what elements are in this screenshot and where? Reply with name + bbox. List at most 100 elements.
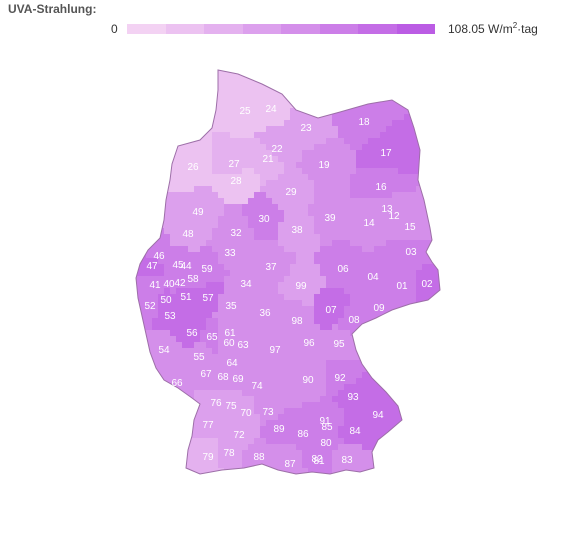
region-fill-02 [440,264,447,271]
region-label-18[interactable]: 18 [358,117,370,128]
region-label-56[interactable]: 56 [186,328,198,339]
region-label-02[interactable]: 02 [421,279,433,290]
region-fill-73 [278,396,285,403]
region-label-68[interactable]: 68 [217,372,229,383]
region-label-74[interactable]: 74 [251,381,263,392]
region-label-47[interactable]: 47 [146,261,158,272]
region-label-29[interactable]: 29 [285,187,297,198]
region-fill-18 [368,102,375,109]
region-fill-17 [428,150,435,157]
region-label-79[interactable]: 79 [202,452,214,463]
region-label-54[interactable]: 54 [158,345,170,356]
region-label-92[interactable]: 92 [334,373,346,384]
region-label-65[interactable]: 65 [206,332,218,343]
region-label-33[interactable]: 33 [224,248,236,259]
region-label-16[interactable]: 16 [375,182,387,193]
region-label-21[interactable]: 21 [262,154,274,165]
region-label-50[interactable]: 50 [160,295,172,306]
region-label-99[interactable]: 99 [295,281,307,292]
region-label-35[interactable]: 35 [225,301,237,312]
region-label-88[interactable]: 88 [253,452,265,463]
region-label-55[interactable]: 55 [193,352,205,363]
region-label-72[interactable]: 72 [233,430,245,441]
region-label-93[interactable]: 93 [347,392,359,403]
region-label-01[interactable]: 01 [396,281,408,292]
region-label-70[interactable]: 70 [240,408,252,419]
region-label-08[interactable]: 08 [348,315,360,326]
region-label-26[interactable]: 26 [187,162,199,173]
region-label-76[interactable]: 76 [210,398,222,409]
region-label-17[interactable]: 17 [380,148,392,159]
region-label-80[interactable]: 80 [320,438,332,449]
region-label-37[interactable]: 37 [265,262,277,273]
region-label-23[interactable]: 23 [300,123,312,134]
region-label-89[interactable]: 89 [273,424,285,435]
region-label-39[interactable]: 39 [324,213,336,224]
region-label-97[interactable]: 97 [269,345,281,356]
region-label-78[interactable]: 78 [223,448,235,459]
region-label-77[interactable]: 77 [202,420,214,431]
region-label-32[interactable]: 32 [230,228,242,239]
region-label-25[interactable]: 25 [239,106,251,117]
region-label-94[interactable]: 94 [372,410,384,421]
region-label-63[interactable]: 63 [237,340,249,351]
region-label-90[interactable]: 90 [302,375,314,386]
region-label-13[interactable]: 13 [381,204,393,215]
region-label-28[interactable]: 28 [230,176,242,187]
region-label-59[interactable]: 59 [201,264,213,275]
region-fill-16 [428,174,435,181]
region-label-85[interactable]: 85 [321,422,333,433]
region-fill-09 [386,324,393,331]
region-label-75[interactable]: 75 [225,401,237,412]
region-label-82[interactable]: 82 [311,454,323,465]
region-label-52[interactable]: 52 [144,301,156,312]
region-label-45[interactable]: 45 [172,260,184,271]
region-label-57[interactable]: 57 [202,293,214,304]
region-fill-79 [164,468,171,474]
region-label-84[interactable]: 84 [349,426,361,437]
region-label-48[interactable]: 48 [182,229,194,240]
region-label-04[interactable]: 04 [367,272,379,283]
region-label-83[interactable]: 83 [341,455,353,466]
region-label-27[interactable]: 27 [228,159,240,170]
region-label-46[interactable]: 46 [153,251,165,262]
region-label-73[interactable]: 73 [262,407,274,418]
region-label-81[interactable]: 81 [313,456,325,467]
region-label-86[interactable]: 86 [297,429,309,440]
region-fill-09 [380,330,387,337]
region-label-49[interactable]: 49 [192,207,204,218]
region-label-66[interactable]: 66 [171,378,183,389]
region-label-41[interactable]: 41 [149,280,161,291]
region-label-14[interactable]: 14 [363,218,375,229]
region-label-95[interactable]: 95 [333,339,345,350]
region-label-96[interactable]: 96 [303,338,315,349]
region-label-67[interactable]: 67 [200,369,212,380]
region-label-44[interactable]: 44 [180,261,192,272]
region-label-15[interactable]: 15 [404,222,416,233]
region-fill-06 [350,282,357,289]
region-label-64[interactable]: 64 [226,358,238,369]
region-label-06[interactable]: 06 [337,264,349,275]
region-label-03[interactable]: 03 [405,247,417,258]
region-label-53[interactable]: 53 [164,311,176,322]
region-label-60[interactable]: 60 [223,338,235,349]
region-label-38[interactable]: 38 [291,225,303,236]
region-label-51[interactable]: 51 [180,292,192,303]
region-label-91[interactable]: 91 [319,416,331,427]
region-label-22[interactable]: 22 [271,144,283,155]
region-label-36[interactable]: 36 [259,308,271,319]
region-label-24[interactable]: 24 [265,104,277,115]
region-label-30[interactable]: 30 [258,214,270,225]
region-label-34[interactable]: 34 [240,279,252,290]
region-label-07[interactable]: 07 [325,305,337,316]
region-label-58[interactable]: 58 [187,274,199,285]
region-label-42[interactable]: 42 [174,278,186,289]
region-label-12[interactable]: 12 [388,211,400,222]
region-label-98[interactable]: 98 [291,316,303,327]
region-label-61[interactable]: 61 [224,328,236,339]
region-label-87[interactable]: 87 [284,459,296,470]
region-label-09[interactable]: 09 [373,303,385,314]
region-label-69[interactable]: 69 [232,374,244,385]
region-label-19[interactable]: 19 [318,160,330,171]
region-label-40[interactable]: 40 [163,279,175,290]
